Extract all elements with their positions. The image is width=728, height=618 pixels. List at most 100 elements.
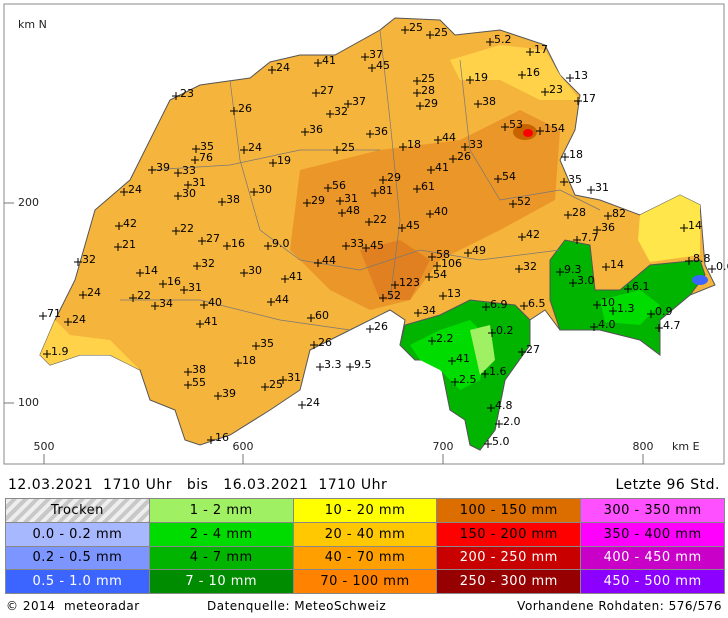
station-marker bbox=[587, 186, 595, 194]
station-marker bbox=[708, 265, 716, 273]
station-value: 37 bbox=[369, 48, 383, 61]
station-marker bbox=[184, 381, 192, 389]
station-marker bbox=[365, 218, 373, 226]
station-value: 4.7 bbox=[663, 319, 681, 332]
station-value: 22 bbox=[137, 289, 151, 302]
station-value: 2.5 bbox=[459, 373, 477, 386]
station-value: 71 bbox=[47, 307, 61, 320]
station-marker bbox=[461, 143, 469, 151]
station-value: 26 bbox=[457, 150, 471, 163]
station-value: 33 bbox=[182, 164, 196, 177]
station-value: 154 bbox=[544, 122, 565, 135]
station-value: 26 bbox=[318, 336, 332, 349]
station-marker bbox=[361, 53, 369, 61]
station-value: 34 bbox=[159, 297, 173, 310]
station-value: 25 bbox=[269, 378, 283, 391]
station-value: 39 bbox=[222, 387, 236, 400]
station-value: 31 bbox=[188, 281, 202, 294]
station-marker bbox=[191, 156, 199, 164]
station-value: 25 bbox=[421, 72, 435, 85]
station-value: 36 bbox=[374, 125, 388, 138]
station-value: 56 bbox=[332, 179, 346, 192]
station-value: 18 bbox=[242, 354, 256, 367]
station-marker bbox=[379, 294, 387, 302]
y-tick-label: 100 bbox=[18, 396, 39, 409]
station-marker bbox=[520, 302, 528, 310]
station-marker bbox=[685, 257, 693, 265]
station-marker bbox=[487, 404, 495, 412]
station-value: 3.0 bbox=[577, 274, 595, 287]
station-value: 29 bbox=[387, 171, 401, 184]
axis-ticks bbox=[4, 202, 644, 464]
station-marker bbox=[172, 227, 180, 235]
station-marker bbox=[159, 280, 167, 288]
station-marker bbox=[74, 258, 82, 266]
station-value: 22 bbox=[180, 222, 194, 235]
station-marker bbox=[240, 146, 248, 154]
station-marker bbox=[590, 323, 598, 331]
legend-item: 400 - 450 mm bbox=[581, 546, 724, 570]
station-value: 2.0 bbox=[503, 415, 521, 428]
station-marker bbox=[414, 309, 422, 317]
station-value: 32 bbox=[523, 260, 537, 273]
legend-item: 450 - 500 mm bbox=[581, 570, 724, 593]
station-marker bbox=[115, 222, 123, 230]
station-marker bbox=[346, 363, 354, 371]
station-marker bbox=[362, 244, 370, 252]
station-marker bbox=[267, 298, 275, 306]
station-value: 13 bbox=[447, 287, 461, 300]
station-value: 53 bbox=[509, 118, 523, 131]
station-value: 58 bbox=[436, 248, 450, 261]
station-marker bbox=[541, 88, 549, 96]
station-value: 38 bbox=[192, 363, 206, 376]
station-value: 1.3 bbox=[617, 302, 635, 315]
station-marker bbox=[174, 169, 182, 177]
station-value: 123 bbox=[399, 276, 420, 289]
station-value: 52 bbox=[387, 289, 401, 302]
station-marker bbox=[324, 184, 332, 192]
station-value: 4.8 bbox=[495, 399, 513, 412]
legend-item: 100 - 150 mm bbox=[437, 499, 581, 522]
station-marker bbox=[196, 320, 204, 328]
station-value: 41 bbox=[435, 161, 449, 174]
station-marker bbox=[240, 269, 248, 277]
station-value: 6.5 bbox=[528, 297, 546, 310]
station-value: 24 bbox=[87, 286, 101, 299]
station-marker bbox=[184, 181, 192, 189]
station-marker bbox=[509, 200, 517, 208]
station-value: 33 bbox=[469, 138, 483, 151]
light-area bbox=[638, 195, 700, 262]
station-marker bbox=[426, 210, 434, 218]
station-marker bbox=[114, 243, 122, 251]
station-value: 5.2 bbox=[494, 33, 512, 46]
station-marker bbox=[39, 312, 47, 320]
station-value: 21 bbox=[122, 238, 136, 251]
x-tick-label: 800 bbox=[633, 440, 654, 453]
station-value: 22 bbox=[373, 213, 387, 226]
x-tick-label: 600 bbox=[233, 440, 254, 453]
station-marker bbox=[252, 342, 260, 350]
station-value: 54 bbox=[433, 268, 447, 281]
station-value: 45 bbox=[406, 219, 420, 232]
light-area bbox=[450, 45, 580, 100]
station-value: 37 bbox=[352, 95, 366, 108]
station-marker bbox=[515, 265, 523, 273]
station-value: 36 bbox=[601, 221, 615, 234]
station-marker bbox=[184, 368, 192, 376]
station-marker bbox=[609, 307, 617, 315]
station-marker bbox=[434, 136, 442, 144]
station-marker bbox=[250, 188, 258, 196]
legend-item: 70 - 100 mm bbox=[293, 570, 437, 593]
station-value: 18 bbox=[407, 138, 421, 151]
station-value: 16 bbox=[231, 237, 245, 250]
station-value: 25 bbox=[341, 141, 355, 154]
station-value: 8.8 bbox=[693, 252, 711, 265]
legend-item: 40 - 70 mm bbox=[293, 546, 437, 570]
station-marker bbox=[474, 100, 482, 108]
station-value: 9.5 bbox=[354, 358, 372, 371]
station-marker bbox=[193, 262, 201, 270]
station-value: 29 bbox=[424, 97, 438, 110]
station-marker bbox=[486, 38, 494, 46]
station-value: 1.6 bbox=[489, 365, 507, 378]
